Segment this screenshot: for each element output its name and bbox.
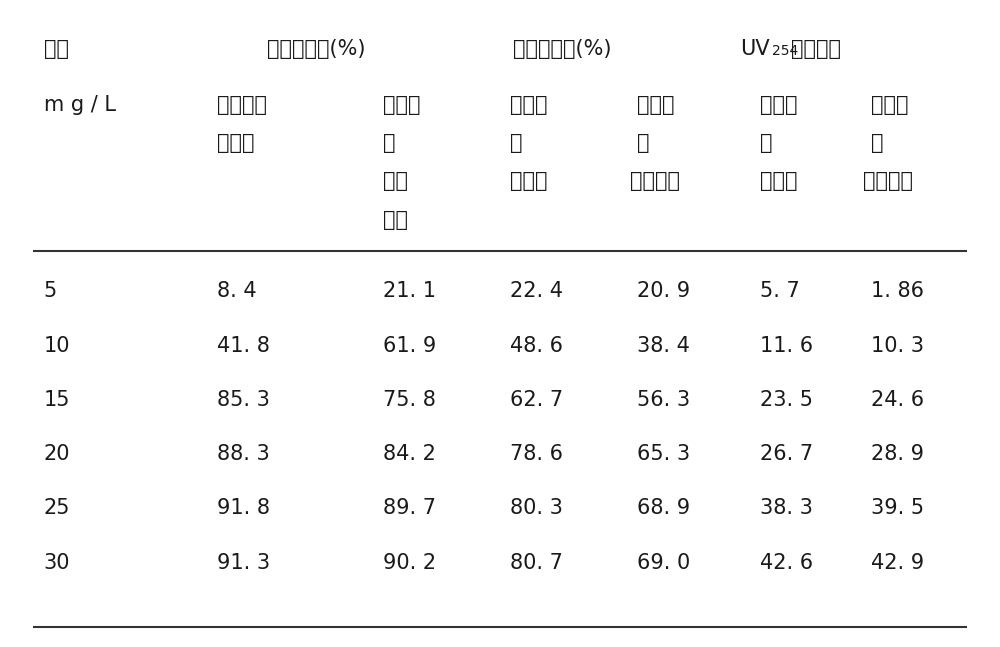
Text: 75. 8: 75. 8 <box>383 390 436 410</box>
Text: 聚氯化: 聚氯化 <box>383 95 420 115</box>
Text: 38. 3: 38. 3 <box>760 498 813 518</box>
Text: 铝: 铝 <box>637 133 649 153</box>
Text: 254: 254 <box>772 44 798 58</box>
Text: 铝: 铝 <box>871 133 883 153</box>
Text: 铝: 铝 <box>383 133 395 153</box>
Text: 41. 8: 41. 8 <box>217 336 270 356</box>
Text: 90. 2: 90. 2 <box>383 553 436 573</box>
Text: 色度去除率(%): 色度去除率(%) <box>513 39 611 60</box>
Text: 42. 6: 42. 6 <box>760 553 813 573</box>
Text: 15: 15 <box>44 390 70 410</box>
Text: 80. 7: 80. 7 <box>510 553 563 573</box>
Text: 85. 3: 85. 3 <box>217 390 270 410</box>
Text: 88. 3: 88. 3 <box>217 444 270 464</box>
Text: （商: （商 <box>383 171 408 192</box>
Text: 浓度: 浓度 <box>44 39 69 60</box>
Text: 10. 3: 10. 3 <box>871 336 924 356</box>
Text: 1. 86: 1. 86 <box>871 281 924 302</box>
Text: 38. 4: 38. 4 <box>637 336 690 356</box>
Text: （商品）: （商品） <box>630 171 680 192</box>
Text: 20: 20 <box>44 444 70 464</box>
Text: 80. 3: 80. 3 <box>510 498 563 518</box>
Text: 42. 9: 42. 9 <box>871 553 924 573</box>
Text: （商品）: （商品） <box>863 171 913 192</box>
Text: 25: 25 <box>44 498 70 518</box>
Text: 8. 4: 8. 4 <box>217 281 257 302</box>
Text: 5. 7: 5. 7 <box>760 281 800 302</box>
Text: 30: 30 <box>44 553 70 573</box>
Text: 91. 3: 91. 3 <box>217 553 270 573</box>
Text: 22. 4: 22. 4 <box>510 281 563 302</box>
Text: 聚氯化铝: 聚氯化铝 <box>217 95 267 115</box>
Text: 23. 5: 23. 5 <box>760 390 813 410</box>
Text: 68. 9: 68. 9 <box>637 498 690 518</box>
Text: 26. 7: 26. 7 <box>760 444 813 464</box>
Text: 铝: 铝 <box>510 133 522 153</box>
Text: 56. 3: 56. 3 <box>637 390 690 410</box>
Text: 品）: 品） <box>383 210 408 230</box>
Text: 去除效果: 去除效果 <box>791 39 841 60</box>
Text: 69. 0: 69. 0 <box>637 553 690 573</box>
Text: UV: UV <box>740 39 770 60</box>
Text: （自制: （自制 <box>217 133 255 153</box>
Text: （自制: （自制 <box>510 171 547 192</box>
Text: 铝: 铝 <box>760 133 772 153</box>
Text: 聚氯化: 聚氯化 <box>637 95 674 115</box>
Text: 11. 6: 11. 6 <box>760 336 813 356</box>
Text: 聚氯化: 聚氯化 <box>510 95 547 115</box>
Text: 浊度去除率(%): 浊度去除率(%) <box>267 39 365 60</box>
Text: 65. 3: 65. 3 <box>637 444 690 464</box>
Text: 48. 6: 48. 6 <box>510 336 563 356</box>
Text: 24. 6: 24. 6 <box>871 390 924 410</box>
Text: 5: 5 <box>44 281 57 302</box>
Text: 聚氯化: 聚氯化 <box>760 95 797 115</box>
Text: m g / L: m g / L <box>44 95 116 115</box>
Text: 89. 7: 89. 7 <box>383 498 436 518</box>
Text: （自制: （自制 <box>760 171 797 192</box>
Text: 21. 1: 21. 1 <box>383 281 436 302</box>
Text: 10: 10 <box>44 336 70 356</box>
Text: 62. 7: 62. 7 <box>510 390 563 410</box>
Text: 39. 5: 39. 5 <box>871 498 924 518</box>
Text: 61. 9: 61. 9 <box>383 336 436 356</box>
Text: 78. 6: 78. 6 <box>510 444 563 464</box>
Text: 聚氯化: 聚氯化 <box>871 95 908 115</box>
Text: 84. 2: 84. 2 <box>383 444 436 464</box>
Text: 28. 9: 28. 9 <box>871 444 924 464</box>
Text: 20. 9: 20. 9 <box>637 281 690 302</box>
Text: 91. 8: 91. 8 <box>217 498 270 518</box>
